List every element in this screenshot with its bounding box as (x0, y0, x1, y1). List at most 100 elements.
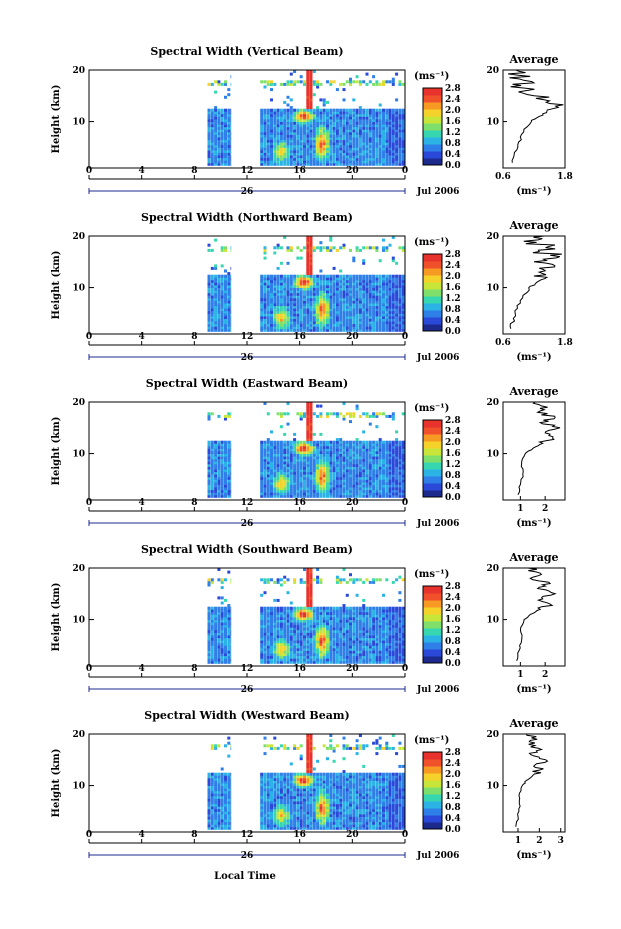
heatmap-cell (358, 622, 362, 626)
heatmap-cell (293, 292, 297, 296)
heatmap-cell (401, 487, 405, 491)
heatmap-cell (263, 578, 267, 582)
heatmap-cell (329, 640, 333, 644)
heatmap-cell (349, 461, 352, 465)
heatmap-cell (375, 162, 379, 166)
heatmap-cell (395, 144, 399, 148)
heatmap-cell (309, 313, 313, 317)
heatmap-cell (276, 598, 280, 602)
heatmap-cell (352, 295, 356, 299)
heatmap-cell (335, 274, 339, 278)
heatmap-cell (296, 305, 300, 309)
heatmap-cell (329, 303, 333, 307)
heatmap-cell (276, 285, 280, 288)
heatmap-cell (227, 604, 231, 608)
heatmap-cell (276, 492, 280, 496)
heatmap-cell (368, 414, 372, 418)
heatmap-cell (319, 121, 323, 125)
heatmap-cell (378, 162, 382, 166)
heatmap-cell (220, 609, 224, 613)
heatmap-cell (352, 134, 356, 138)
plot-frame (88, 69, 406, 169)
heatmap-cell (319, 458, 323, 462)
heatmap-cell (227, 611, 231, 615)
heatmap-cell (395, 290, 399, 294)
heatmap-cell (388, 476, 392, 480)
heatmap-cell (335, 645, 339, 649)
heatmap-cell (355, 108, 359, 112)
heatmap-cell (306, 139, 310, 143)
heatmap-cell (326, 277, 329, 281)
heatmap-cell (214, 124, 218, 128)
heatmap-cell (339, 269, 343, 273)
heatmap-cell (286, 443, 290, 447)
heatmap-cell (316, 282, 320, 286)
heatmap-cell (303, 461, 306, 465)
heatmap-cell (224, 629, 227, 633)
heatmap-cell (378, 313, 382, 317)
heatmap-cell (312, 614, 316, 618)
heatmap-cell (309, 282, 313, 286)
heatmap-cell (375, 116, 379, 120)
heatmap-cell (224, 417, 227, 421)
heatmap-cell (279, 660, 283, 664)
heatmap-cell (217, 611, 221, 615)
heatmap-cell (286, 453, 290, 457)
heatmap-cell (309, 580, 313, 584)
heatmap-cell (293, 632, 297, 636)
heatmap-cell (289, 277, 293, 281)
heatmap-cell (220, 611, 224, 615)
heatmap-cell (227, 640, 231, 644)
heatmap-cell (339, 466, 343, 470)
heatmap-cell (273, 315, 277, 319)
heatmap-cell (339, 108, 343, 112)
heatmap-cell (401, 328, 405, 332)
heatmap-cell (385, 471, 389, 475)
heatmap-cell (372, 328, 376, 332)
heatmap-cell (335, 632, 339, 636)
heatmap-cell (276, 466, 280, 470)
heatmap-cell (260, 292, 264, 296)
heatmap-cell (224, 655, 227, 659)
colorbar-tick-label: 0.8 (445, 139, 461, 149)
heatmap-cell (306, 469, 310, 473)
heatmap-cell (332, 295, 336, 299)
heatmap-cell (306, 160, 310, 164)
heatmap-cell (365, 290, 369, 294)
heatmap-cell (378, 134, 382, 138)
heatmap-cell (382, 318, 385, 322)
heatmap-cell (207, 658, 211, 662)
heatmap-cell (260, 456, 264, 460)
heatmap-cell (220, 162, 224, 166)
heatmap-cell (273, 274, 277, 278)
heatmap-cell (332, 321, 336, 325)
heatmap-cell (273, 82, 277, 86)
heatmap-cell (303, 466, 306, 470)
heatmap-cell (362, 292, 366, 296)
heatmap-cell (299, 463, 303, 467)
heatmap-cell (326, 458, 329, 462)
heatmap-cell (296, 451, 300, 454)
heatmap-cell (316, 160, 320, 164)
heatmap-cell (335, 489, 339, 493)
heatmap-cell (224, 469, 227, 473)
heatmap-cell (279, 144, 283, 148)
heatmap-cell (227, 292, 231, 296)
heatmap-cell (391, 469, 395, 473)
heatmap-cell (309, 88, 313, 92)
heatmap-cell (296, 285, 300, 288)
heatmap-cell (306, 591, 310, 595)
heatmap-cell (289, 440, 293, 444)
heatmap-cell (355, 116, 359, 120)
heatmap-cell (372, 75, 376, 79)
colorbar-segment (423, 427, 442, 435)
heatmap-cell (398, 313, 402, 317)
heatmap-cell (368, 328, 372, 332)
heatmap-cell (349, 622, 352, 626)
heatmap-cell (388, 297, 392, 301)
heatmap-cell (326, 629, 329, 633)
heatmap-cell (368, 287, 372, 291)
heatmap-cell (276, 326, 280, 330)
heatmap-cell (335, 461, 339, 465)
heatmap-cell (276, 453, 280, 457)
